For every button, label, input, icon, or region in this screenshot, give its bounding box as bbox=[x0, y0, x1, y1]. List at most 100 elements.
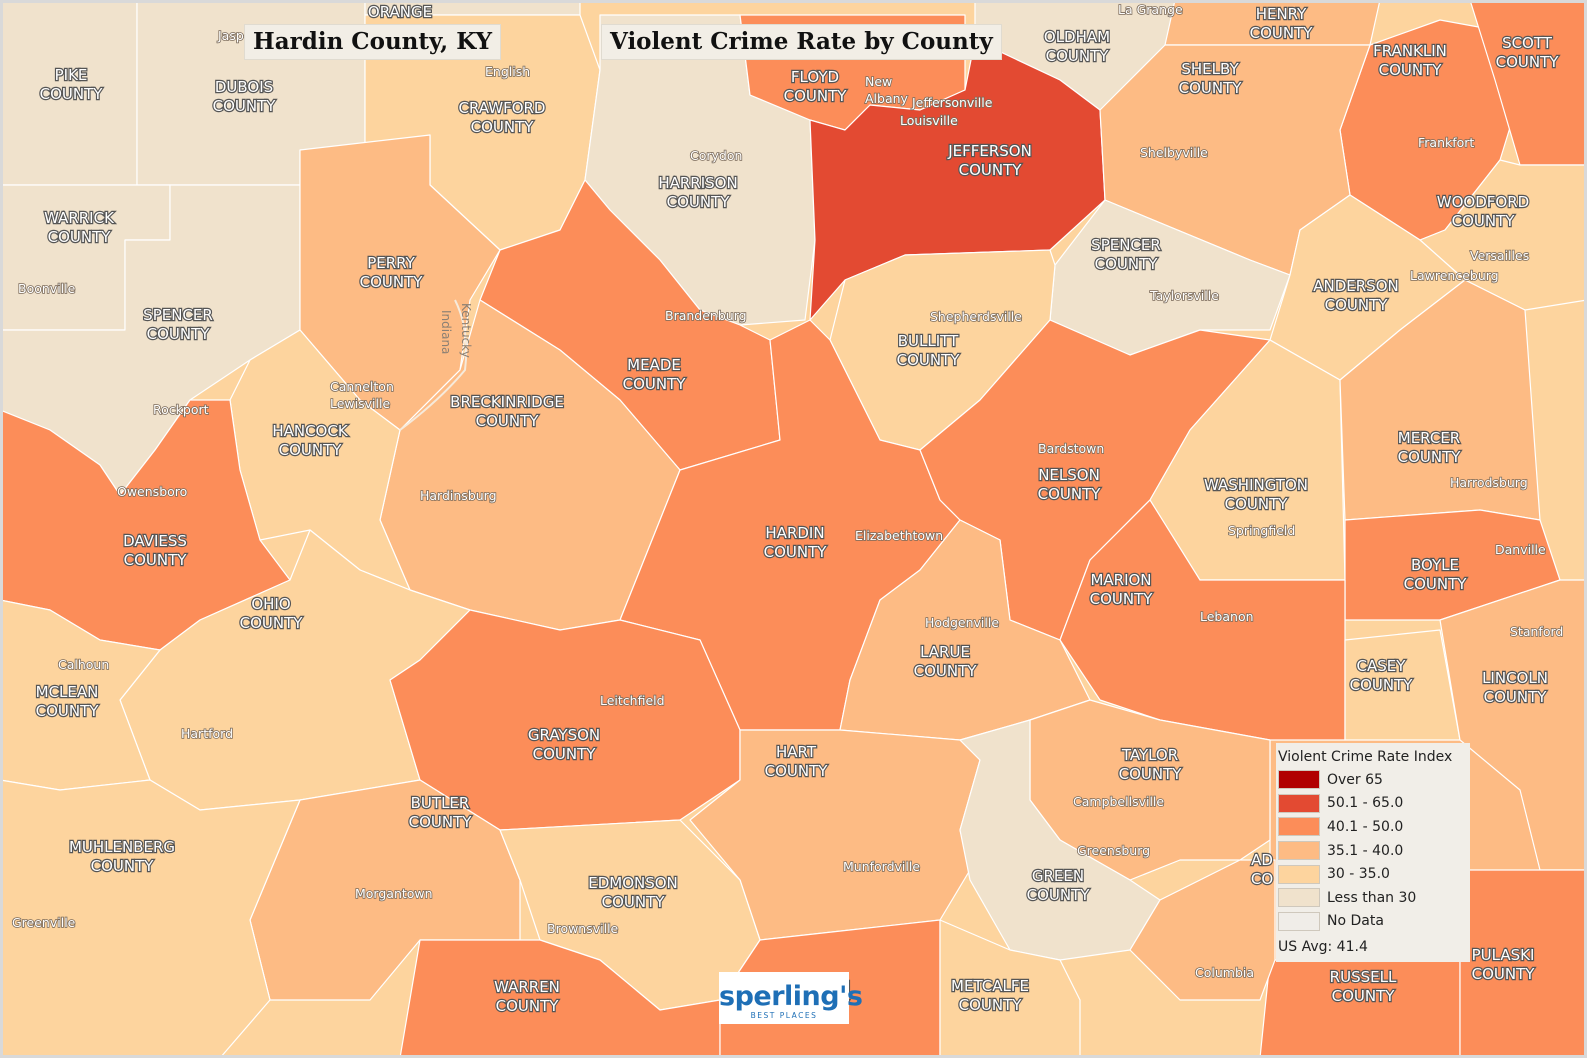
city-label: Boonville bbox=[18, 281, 76, 296]
county-label-line: COUNTY bbox=[1179, 79, 1243, 97]
sperlings-logo[interactable]: sperling's BEST PLACES bbox=[719, 972, 863, 1024]
county-label-line: COUNTY bbox=[1225, 495, 1289, 513]
county-label-spencer_in: SPENCER COUNTY bbox=[143, 306, 213, 343]
county-label-line: WARRICK bbox=[44, 209, 115, 227]
county-label-jefferson: JEFFERSON COUNTY bbox=[947, 142, 1032, 179]
city-label: Leitchfield bbox=[600, 693, 665, 708]
county-label-henry: HENRY COUNTY bbox=[1250, 5, 1314, 42]
city-label: New bbox=[865, 74, 892, 89]
county-shape-marion[interactable] bbox=[1059, 499, 1346, 741]
county-label-line: MEADE bbox=[627, 356, 681, 374]
county-label-taylor: TAYLOR COUNTY bbox=[1119, 746, 1183, 783]
city-label: Albany bbox=[865, 91, 909, 106]
county-label-pulaski: PULASKI COUNTY bbox=[1472, 946, 1536, 983]
county-label-oldham: OLDHAM COUNTY bbox=[1044, 28, 1110, 65]
county-label-line: MUHLENBERG bbox=[69, 838, 175, 856]
city-label: Campbellsville bbox=[1073, 794, 1164, 809]
legend-row-no-data: No Data bbox=[1278, 910, 1468, 934]
county-shape-pulaski[interactable] bbox=[1459, 869, 1587, 1058]
county-label-ohio: OHIO COUNTY bbox=[240, 595, 304, 632]
map-subtitle: Violent Crime Rate by County bbox=[601, 24, 1002, 60]
county-label-line: COUNTY bbox=[124, 551, 188, 569]
county-label-line: METCALFE bbox=[951, 977, 1029, 995]
county-label-woodford: WOODFORD COUNTY bbox=[1437, 193, 1529, 230]
county-label-warren: WARREN COUNTY bbox=[494, 978, 560, 1015]
county-label-line: FLOYD bbox=[791, 68, 839, 86]
county-label-boyle: BOYLE COUNTY bbox=[1404, 556, 1468, 593]
legend-label: Over 65 bbox=[1327, 771, 1383, 788]
county-label-spencer_ky: SPENCER COUNTY bbox=[1091, 236, 1161, 273]
county-label-meade: MEADE COUNTY bbox=[623, 356, 687, 393]
city-label: Lebanon bbox=[1200, 609, 1254, 624]
county-shape-adair[interactable] bbox=[1129, 859, 1276, 1001]
county-label-line: HARDIN bbox=[765, 524, 824, 542]
county-label-line: COUNTY bbox=[533, 745, 597, 763]
county-label-line: OHIO bbox=[251, 595, 290, 613]
county-label-line: MERCER bbox=[1398, 429, 1460, 447]
county-label-line: COUNTY bbox=[360, 273, 424, 291]
county-label-mclean: MCLEAN COUNTY bbox=[36, 683, 100, 720]
county-label-line: EDMONSON bbox=[588, 874, 678, 892]
county-label-perry: PERRY COUNTY bbox=[360, 254, 424, 291]
county-label-line: HANCOCK bbox=[272, 422, 349, 440]
legend-swatch bbox=[1278, 841, 1320, 861]
county-label-line: COUNTY bbox=[1472, 965, 1536, 983]
legend-row-30-35: 30 - 35.0 bbox=[1278, 862, 1468, 886]
city-label: Taylorsville bbox=[1149, 288, 1219, 303]
legend-row-40-50: 40.1 - 50.0 bbox=[1278, 815, 1468, 839]
city-label: Corydon bbox=[690, 148, 742, 163]
county-shape-muhlenberg[interactable] bbox=[0, 779, 301, 1058]
county-label-line: COUNTY bbox=[471, 118, 535, 136]
city-label: Greensburg bbox=[1077, 843, 1150, 858]
county-label-line: COUNTY bbox=[1332, 987, 1396, 1005]
county-label-line: COUNTY bbox=[959, 161, 1023, 179]
county-label-adair: AD CO bbox=[1251, 851, 1273, 888]
legend-swatch bbox=[1278, 793, 1320, 813]
county-label-hancock: HANCOCK COUNTY bbox=[272, 422, 349, 459]
county-label-pike: PIKE COUNTY bbox=[40, 66, 104, 103]
county-label-line: BUTLER bbox=[411, 794, 470, 812]
county-label-line: BULLITT bbox=[898, 332, 959, 350]
county-label-line: COUNTY bbox=[279, 441, 343, 459]
county-label-line: COUNTY bbox=[1350, 676, 1414, 694]
county-label-daviess: DAVIESS COUNTY bbox=[123, 532, 187, 569]
county-label-line: COUNTY bbox=[1250, 24, 1314, 42]
us-average: US Avg: 41.4 bbox=[1278, 939, 1368, 956]
county-label-line: DUBOIS bbox=[215, 78, 273, 96]
county-label-grayson: GRAYSON COUNTY bbox=[528, 726, 600, 763]
county-label-line: COUNTY bbox=[667, 193, 731, 211]
county-shape-metcalfe[interactable] bbox=[939, 919, 1081, 1058]
state-label-kentucky: Kentucky bbox=[459, 303, 473, 358]
city-label: Calhoun bbox=[58, 657, 109, 672]
county-label-shelby: SHELBY COUNTY bbox=[1179, 60, 1243, 97]
county-label-line: JEFFERSON bbox=[947, 142, 1032, 160]
legend-label: 30 - 35.0 bbox=[1327, 866, 1390, 883]
county-label-washington: WASHINGTON COUNTY bbox=[1204, 476, 1308, 513]
county-label-line: SHELBY bbox=[1181, 60, 1239, 78]
city-label: Danville bbox=[1495, 542, 1546, 557]
city-label: Lewisville bbox=[330, 396, 390, 411]
county-shape-warren[interactable] bbox=[399, 939, 721, 1058]
logo-subtitle: BEST PLACES bbox=[750, 1011, 818, 1020]
county-label-crawford: CRAWFORD COUNTY bbox=[459, 99, 546, 136]
county-label-line: COUNTY bbox=[623, 375, 687, 393]
county-label-nelson: NELSON COUNTY bbox=[1038, 466, 1102, 503]
county-label-line: LARUE bbox=[920, 643, 970, 661]
county-label-line: FRANKLIN bbox=[1373, 42, 1447, 60]
county-label-line: COUNTY bbox=[959, 996, 1023, 1014]
city-label: Morgantown bbox=[355, 886, 433, 901]
county-label-line: DAVIESS bbox=[123, 532, 187, 550]
county-shape-larue[interactable] bbox=[839, 519, 1091, 741]
county-label-line: CRAWFORD bbox=[459, 99, 546, 117]
legend-swatch bbox=[1278, 817, 1320, 837]
county-label-orange: ORANGE bbox=[368, 3, 432, 21]
county-label-line: PULASKI bbox=[1472, 946, 1535, 964]
county-label-metcalfe: METCALFE COUNTY bbox=[951, 977, 1029, 1014]
county-label-line: COUNTY bbox=[1027, 886, 1091, 904]
city-label: Brownsville bbox=[547, 921, 619, 936]
county-label-line: COUNTY bbox=[1038, 485, 1102, 503]
county-label-line: OLDHAM bbox=[1044, 28, 1110, 46]
